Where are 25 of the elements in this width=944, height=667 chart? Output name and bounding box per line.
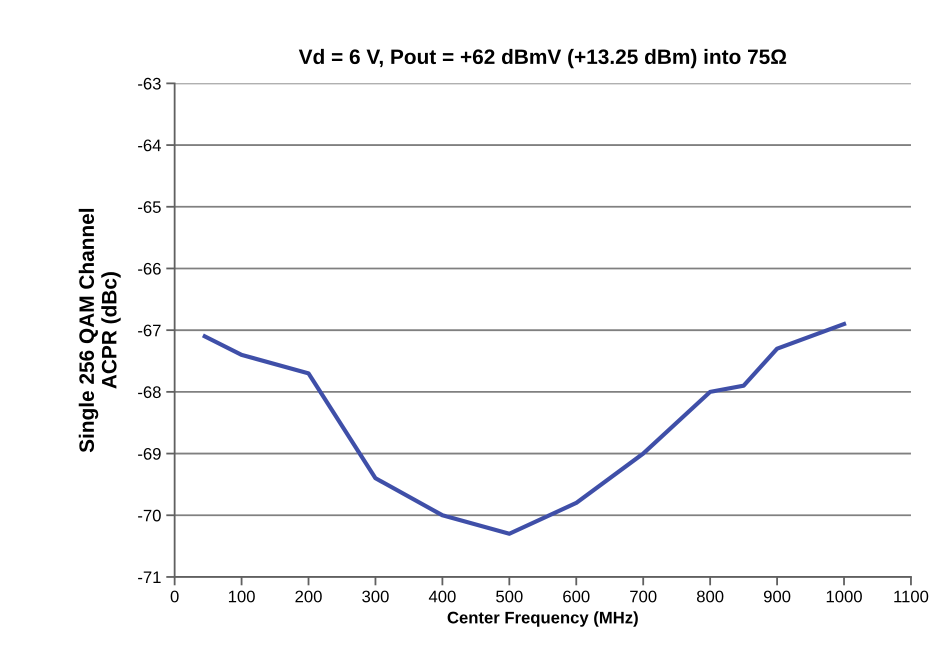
- y-tick-label: -63: [138, 78, 161, 90]
- y-tick-label: -65: [138, 201, 161, 213]
- x-axis-title: Center Frequency (MHz): [448, 611, 638, 627]
- y-tick-label: -66: [138, 262, 161, 275]
- x-tick-label: 400: [428, 590, 456, 602]
- x-tick-label: 100: [228, 590, 255, 602]
- x-tick-label: 600: [563, 590, 590, 602]
- x-tick-label: 800: [696, 590, 724, 602]
- y-tick-label: -64: [138, 139, 161, 152]
- chart-title: Vd = 6 V, Pout = +62 dBmV (+13.25 dBm) into 75Ω: [298, 48, 786, 68]
- y-tick-label: -70: [138, 510, 161, 522]
- y-axis-title: Single 256 QAM Channel ACPR (dBc): [78, 208, 121, 452]
- x-tick-label: 0: [170, 590, 179, 602]
- x-tick-label: 700: [630, 590, 656, 602]
- x-tick-label: 500: [496, 590, 523, 602]
- y-tick-label: -67: [138, 324, 161, 336]
- x-tick-label: 200: [295, 590, 322, 602]
- line-series: [202, 322, 846, 536]
- y-tick-label: -69: [138, 448, 161, 460]
- x-tick-label: 900: [764, 590, 790, 602]
- y-tick-label: -68: [138, 386, 161, 398]
- x-tick-label: 1000: [826, 590, 862, 602]
- x-tick-label: 1100: [894, 590, 928, 602]
- y-tick-label: -71: [138, 572, 161, 583]
- x-tick-label: 300: [362, 590, 389, 602]
